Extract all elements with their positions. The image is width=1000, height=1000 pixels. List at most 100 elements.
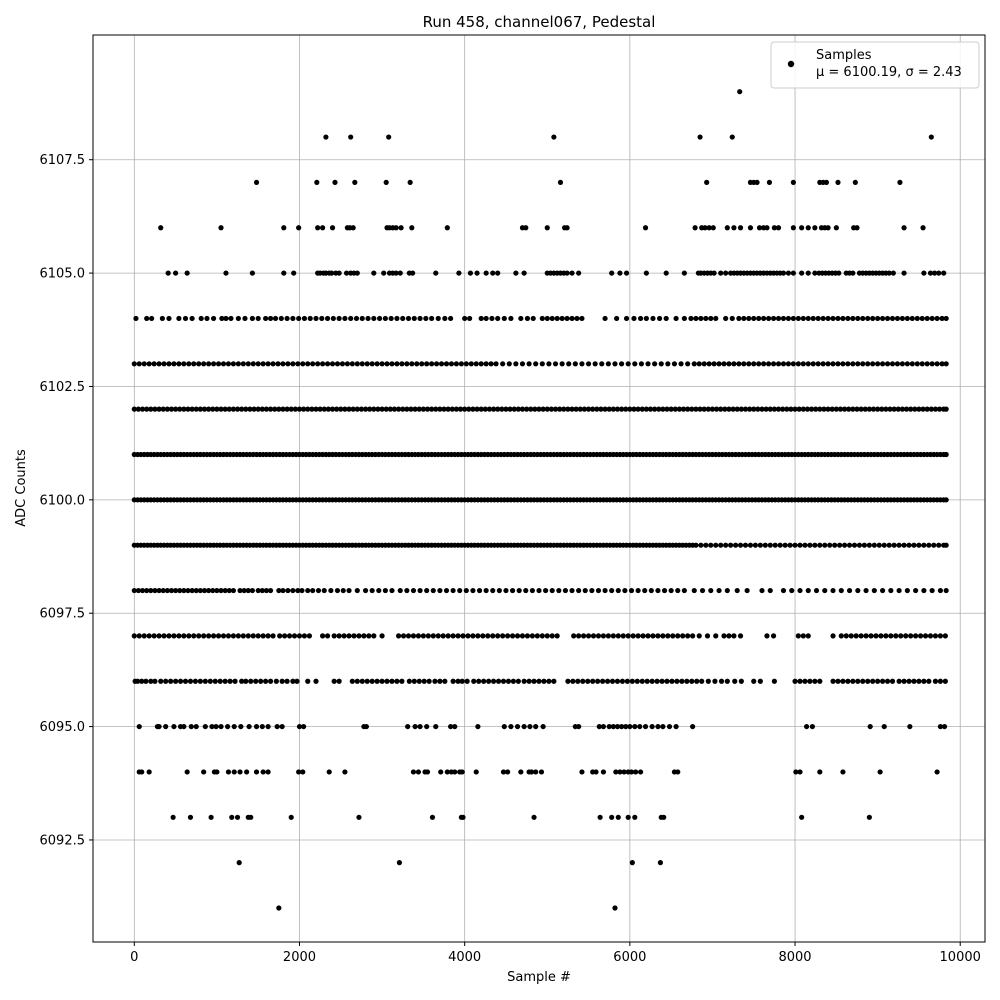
sample-point xyxy=(156,633,162,639)
sample-point xyxy=(532,406,538,412)
sample-point xyxy=(296,225,302,231)
sample-point xyxy=(421,678,427,684)
sample-point xyxy=(348,315,354,322)
sample-point xyxy=(924,406,930,412)
sample-point xyxy=(932,270,938,276)
sample-point xyxy=(681,315,687,322)
sample-point xyxy=(395,406,402,412)
sample-point xyxy=(830,315,836,322)
sample-point xyxy=(250,361,256,367)
sample-point xyxy=(272,315,279,322)
sample-point xyxy=(724,678,730,684)
sample-point xyxy=(564,315,570,322)
sample-point xyxy=(937,587,944,594)
sample-point xyxy=(941,723,948,730)
sample-point xyxy=(648,587,654,594)
sample-point xyxy=(292,406,298,412)
sample-point xyxy=(483,315,489,322)
sample-point xyxy=(759,406,765,412)
sample-point xyxy=(723,315,729,322)
sample-point xyxy=(164,587,170,594)
sample-point xyxy=(296,315,302,322)
sample-point xyxy=(263,315,269,322)
sample-point xyxy=(486,678,492,684)
sample-point xyxy=(442,315,448,322)
sample-point xyxy=(575,678,581,684)
sample-point xyxy=(225,361,232,367)
sample-point xyxy=(851,542,858,548)
sample-point xyxy=(898,633,904,639)
sample-point xyxy=(840,769,846,775)
sample-point xyxy=(850,270,856,276)
sample-point xyxy=(810,315,816,322)
sample-point xyxy=(300,361,306,367)
sample-point xyxy=(314,179,320,185)
sample-point xyxy=(166,633,172,639)
sample-point xyxy=(533,361,539,367)
sample-point xyxy=(742,406,749,412)
sample-point xyxy=(655,723,661,730)
sample-point xyxy=(865,678,871,684)
sample-point xyxy=(251,406,257,412)
sample-point xyxy=(331,678,337,684)
sample-point xyxy=(152,406,158,412)
sample-point xyxy=(886,542,892,548)
sample-point xyxy=(747,225,754,231)
sample-point xyxy=(534,633,540,639)
sample-point xyxy=(734,406,740,412)
sample-point xyxy=(726,406,732,412)
sample-point xyxy=(629,860,635,866)
sample-point xyxy=(605,633,611,639)
sample-point xyxy=(278,315,284,322)
sample-point xyxy=(310,587,316,594)
sample-point xyxy=(186,361,192,367)
sample-point xyxy=(756,361,762,367)
sample-point xyxy=(863,633,869,639)
sample-point xyxy=(855,678,861,684)
sample-point xyxy=(236,860,242,866)
sample-point xyxy=(214,587,220,594)
sample-point xyxy=(379,406,385,412)
sample-point xyxy=(860,361,866,367)
sample-point xyxy=(237,587,243,594)
sample-point xyxy=(189,406,195,412)
sample-point xyxy=(833,406,839,412)
sample-point xyxy=(747,406,753,412)
sample-point xyxy=(579,361,585,367)
sample-point xyxy=(160,406,166,412)
sample-point xyxy=(790,179,796,185)
sample-point xyxy=(624,678,630,684)
sample-point xyxy=(920,225,926,231)
sample-point xyxy=(606,723,612,730)
sample-point xyxy=(198,315,204,322)
sample-point xyxy=(906,678,912,684)
sample-point xyxy=(306,633,312,639)
sample-point xyxy=(291,270,297,276)
sample-point xyxy=(131,633,137,639)
sample-point xyxy=(353,315,360,322)
sample-point xyxy=(797,678,803,684)
sample-point xyxy=(815,361,821,367)
sample-point xyxy=(465,633,471,639)
sample-point xyxy=(877,769,883,775)
sample-point xyxy=(526,361,532,367)
sample-point xyxy=(805,270,811,276)
sample-point xyxy=(729,134,735,140)
sample-point xyxy=(225,633,232,639)
sample-point xyxy=(255,587,261,594)
sample-point xyxy=(409,361,415,367)
sample-point xyxy=(350,225,356,231)
sample-point xyxy=(429,361,435,367)
sample-point xyxy=(830,587,836,594)
sample-point xyxy=(429,406,435,412)
sample-point xyxy=(474,270,480,276)
sample-point xyxy=(528,406,534,412)
sample-point xyxy=(255,361,261,367)
sample-point xyxy=(332,179,338,185)
sample-point xyxy=(495,678,502,684)
legend-box xyxy=(770,41,980,89)
sample-point xyxy=(364,361,370,367)
sample-point xyxy=(313,406,319,412)
sample-point xyxy=(922,633,929,639)
sample-point xyxy=(356,814,362,820)
